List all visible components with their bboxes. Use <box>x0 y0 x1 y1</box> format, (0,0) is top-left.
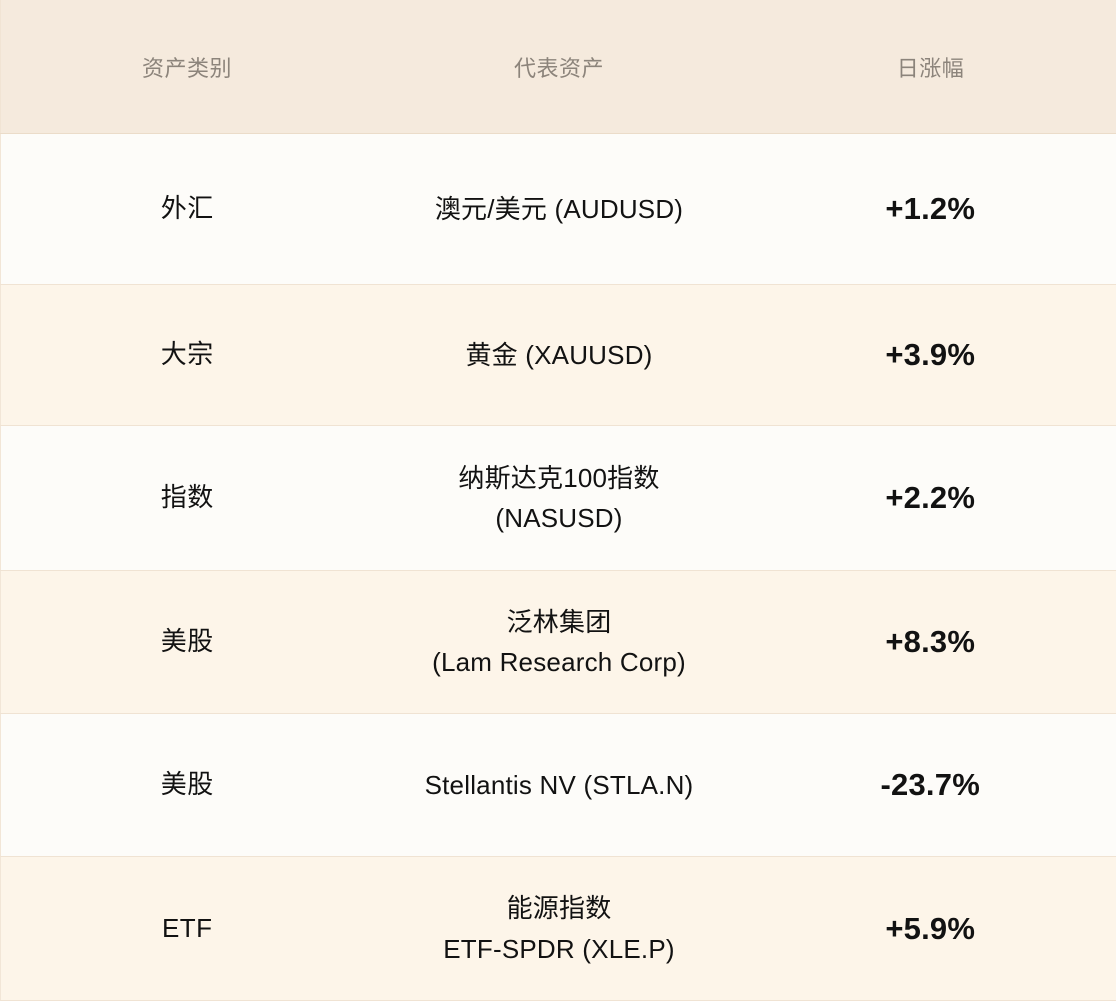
cell-asset: 纳斯达克100指数 (NASUSD) <box>373 425 745 571</box>
cell-category: 外汇 <box>0 133 374 285</box>
asset-name-line-2: ETF-SPDR (XLE.P) <box>443 933 675 964</box>
column-header-change: 日涨幅 <box>744 0 1116 134</box>
asset-name-line-2: (NASUSD) <box>495 503 623 533</box>
table-row: 大宗 黄金 (XAUUSD) +3.9% <box>0 284 1116 426</box>
asset-name-line-2: (Lam Research Corp) <box>432 647 686 677</box>
cell-asset: 黄金 (XAUUSD) <box>373 284 745 426</box>
cell-category: ETF <box>0 856 374 1001</box>
table-row: 指数 纳斯达克100指数 (NASUSD) +2.2% <box>0 425 1116 571</box>
column-header-category: 资产类别 <box>0 0 374 134</box>
table-row: 美股 Stellantis NV (STLA.N) -23.7% <box>0 713 1116 857</box>
column-header-asset: 代表资产 <box>373 0 745 134</box>
asset-name-line-1: 纳斯达克100指数 <box>458 462 660 493</box>
cell-daily-change: +8.3% <box>744 570 1116 714</box>
asset-name-line-1: 能源指数 <box>506 893 612 924</box>
cell-daily-change: +5.9% <box>744 856 1116 1001</box>
cell-asset: 泛林集团 (Lam Research Corp) <box>373 570 745 714</box>
cell-asset: 能源指数 ETF-SPDR (XLE.P) <box>373 856 745 1001</box>
table-row: 外汇 澳元/美元 (AUDUSD) +1.2% <box>0 133 1116 285</box>
cell-daily-change: +1.2% <box>744 133 1116 285</box>
table-header-row: 资产类别 代表资产 日涨幅 <box>0 0 1116 134</box>
asset-name-line-1: 黄金 (XAUUSD) <box>465 339 653 370</box>
cell-asset: 澳元/美元 (AUDUSD) <box>373 133 745 285</box>
cell-asset: Stellantis NV (STLA.N) <box>373 713 745 857</box>
cell-daily-change: +3.9% <box>744 284 1116 426</box>
cell-category: 指数 <box>0 425 374 571</box>
table-row: 美股 泛林集团 (Lam Research Corp) +8.3% <box>0 570 1116 714</box>
cell-category: 大宗 <box>0 284 374 426</box>
asset-name-line-1: Stellantis NV (STLA.N) <box>424 769 694 800</box>
cell-daily-change: -23.7% <box>744 713 1116 857</box>
cell-category: 美股 <box>0 713 374 857</box>
table-row: ETF 能源指数 ETF-SPDR (XLE.P) +5.9% <box>0 856 1116 1001</box>
asset-name-line-1: 泛林集团 <box>506 606 612 637</box>
table-body: 外汇 澳元/美元 (AUDUSD) +1.2% 大宗 黄金 (XAUUSD) +… <box>0 133 1116 1001</box>
cell-daily-change: +2.2% <box>744 425 1116 571</box>
cell-category: 美股 <box>0 570 374 714</box>
table-header: 资产类别 代表资产 日涨幅 <box>0 0 1116 134</box>
asset-name-line-1: 澳元/美元 (AUDUSD) <box>434 193 684 224</box>
